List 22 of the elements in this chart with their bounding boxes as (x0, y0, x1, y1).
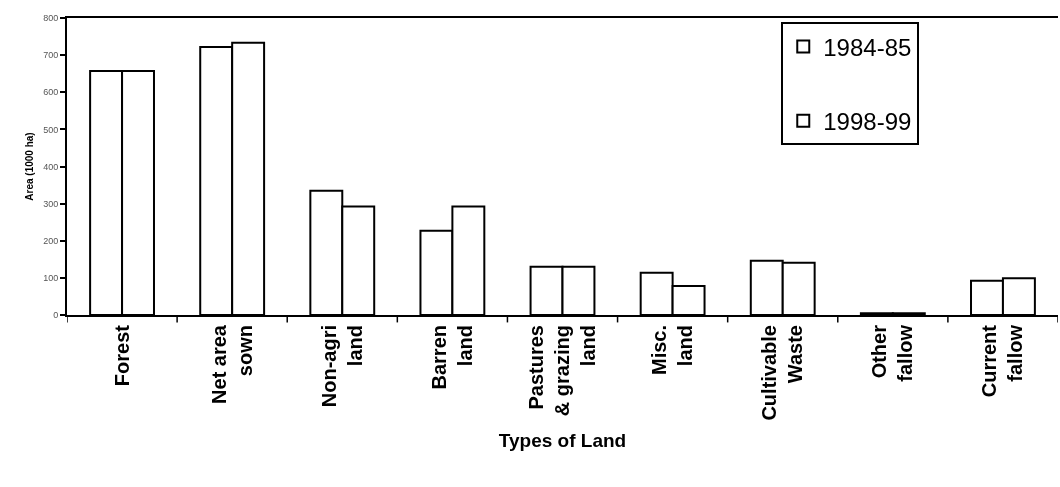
y-tick-label: 300 (43, 198, 59, 209)
x-tick-label: Pastures & grazing land (525, 325, 599, 417)
x-tick-label: Misc. land (648, 325, 697, 376)
x-tick-label: Net area sown (207, 324, 256, 404)
x-tick-label: Other fallow (868, 324, 917, 382)
x-tick-label: Current fallow (978, 324, 1027, 398)
y-tick-label: 200 (43, 235, 59, 246)
x-tick-label: Forest (110, 324, 133, 387)
y-tick-label: 400 (43, 161, 59, 172)
y-tick-label: 500 (43, 124, 59, 135)
y-tick-label: 0 (53, 310, 59, 321)
x-tick-label: Barren land (427, 325, 476, 390)
y-tick-label: 100 (43, 273, 59, 284)
legend-label: 1984-85 (823, 33, 912, 61)
legend-label: 1998-99 (823, 108, 912, 136)
y-tick-label: 600 (43, 87, 59, 98)
y-tick-label: 700 (43, 50, 59, 61)
x-axis-title: Types of Land (498, 429, 627, 451)
x-tick-label: Cultivable Waste (758, 325, 807, 421)
y-tick-label: 800 (43, 13, 59, 24)
x-tick-label: Non-agri land (317, 325, 366, 408)
y-axis-title: Area (1000 ha) (23, 132, 35, 201)
